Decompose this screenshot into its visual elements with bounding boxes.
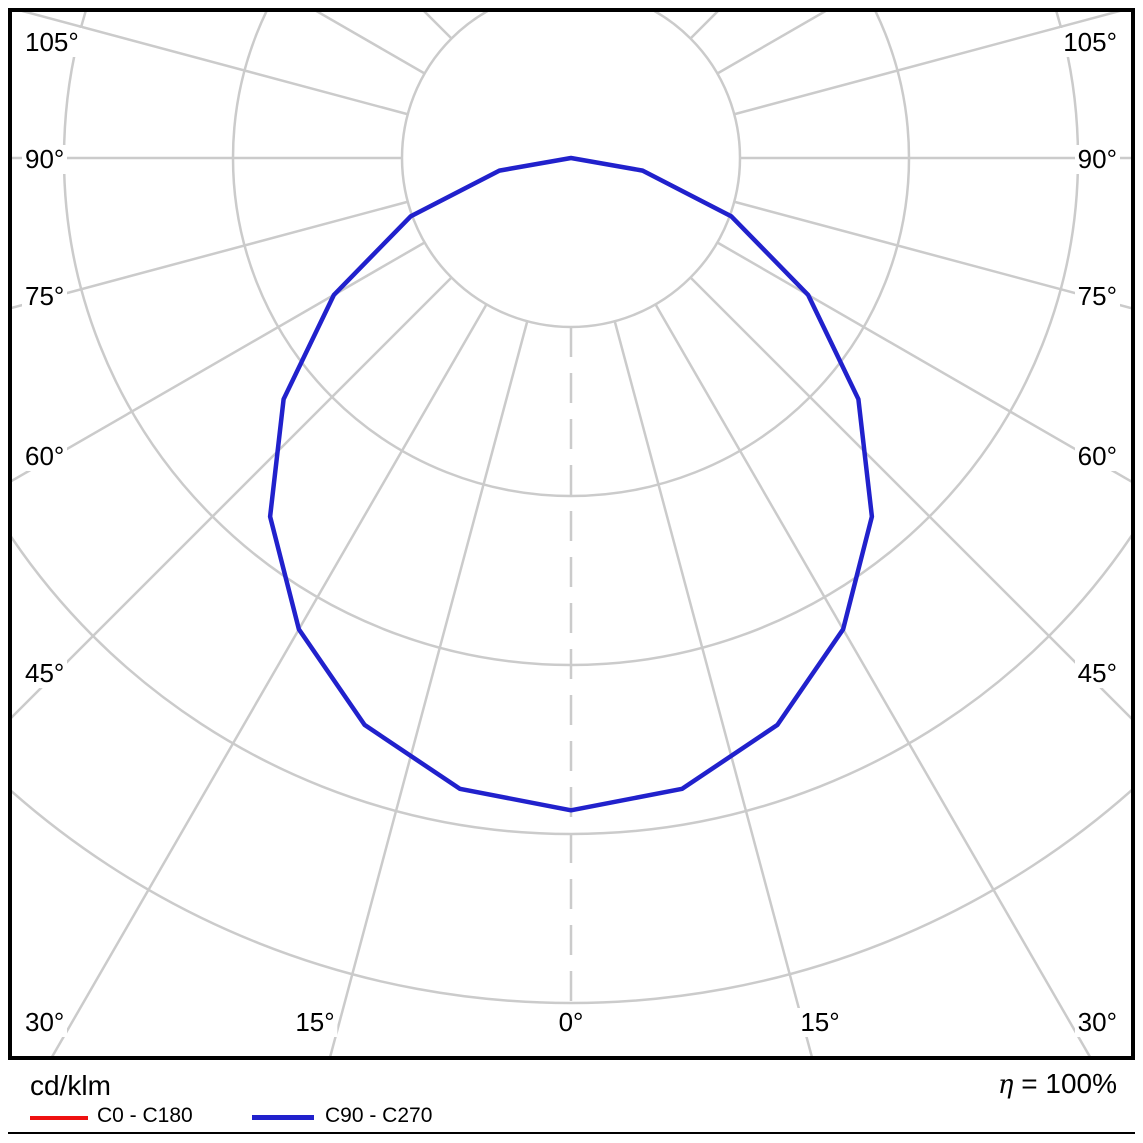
grid-radial-line <box>716 241 1131 483</box>
legend-swatch-c0-c180 <box>30 1116 88 1120</box>
grid-radial-line <box>51 303 488 1056</box>
curve-c90-c270 <box>267 155 875 813</box>
plot-frame <box>8 8 1135 1060</box>
angle-label-bottom-15-left: 15° <box>292 1008 338 1037</box>
angle-label-right-45: 45° <box>1074 659 1120 688</box>
grid-radial-line <box>12 241 426 483</box>
eta-value: = 100% <box>1013 1068 1117 1099</box>
angle-label-right-90: 90° <box>1074 145 1120 174</box>
legend-label-c0-c180: C0 - C180 <box>97 1104 193 1127</box>
angle-label-right-75: 75° <box>1074 282 1120 311</box>
legend-label-c90-c270: C90 - C270 <box>325 1104 433 1127</box>
grid-ring <box>400 12 742 329</box>
grid-radial-line <box>654 303 1091 1056</box>
grid-radial-line <box>689 276 1131 720</box>
angle-label-right-105: 105° <box>1060 28 1120 57</box>
grid-radial-line <box>12 200 409 310</box>
angle-label-left-75: 75° <box>22 282 68 311</box>
angle-label-right-60: 60° <box>1074 442 1120 471</box>
grid-radial-line <box>733 200 1131 310</box>
legend-swatch-c90-c270 <box>252 1115 314 1120</box>
angle-label-bottom-15-right: 15° <box>797 1008 843 1037</box>
angle-label-left-45: 45° <box>22 659 68 688</box>
angle-label-left-105: 105° <box>22 28 82 57</box>
efficiency-label: η = 100% <box>998 1068 1117 1100</box>
angle-label-left-30: 30° <box>22 1008 68 1037</box>
angle-label-left-90: 90° <box>22 145 68 174</box>
eta-symbol: η <box>997 1070 1014 1100</box>
unit-label: cd/klm <box>30 1070 111 1101</box>
angle-label-bottom-0: 0° <box>555 1008 587 1037</box>
grid-radial-line <box>12 276 453 719</box>
grid-radial-line <box>329 320 529 1056</box>
angle-label-left-60: 60° <box>22 442 68 471</box>
grid-radial-line <box>733 12 1121 116</box>
angle-label-right-30: 30° <box>1074 1008 1120 1037</box>
grid-radial-line <box>21 12 409 116</box>
grid-ring <box>12 788 1131 1004</box>
bottom-rule <box>8 1132 1135 1134</box>
